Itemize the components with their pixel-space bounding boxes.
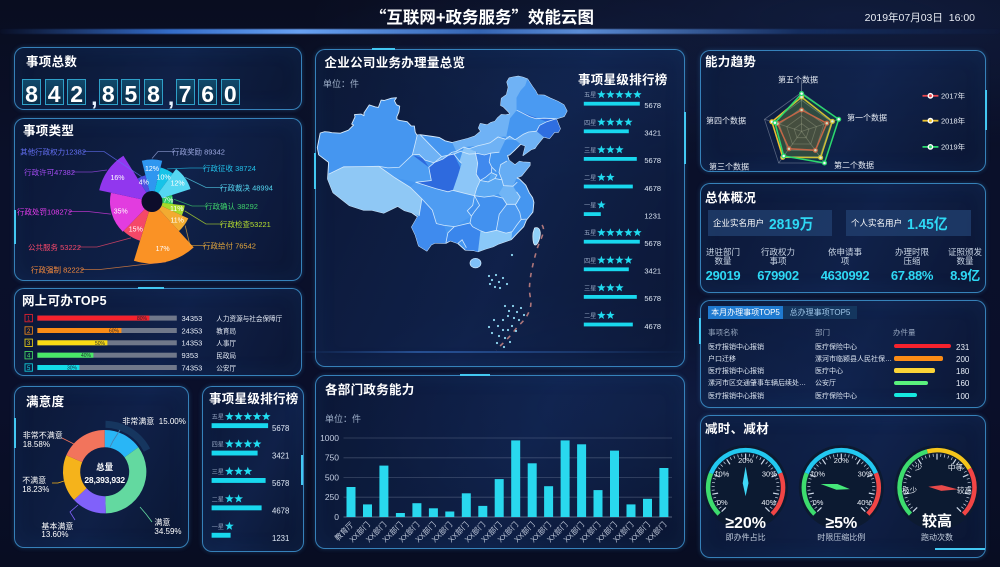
svg-text:80%: 80% — [137, 315, 148, 322]
svg-text:五星: 五星 — [584, 228, 596, 237]
svg-text:行政征收 38724: 行政征收 38724 — [203, 163, 256, 174]
svg-text:7%: 7% — [163, 195, 173, 205]
svg-text:9353: 9353 — [182, 350, 199, 361]
svg-text:0%: 0% — [813, 497, 824, 508]
svg-text:4678: 4678 — [644, 183, 661, 194]
svg-text:20%: 20% — [738, 455, 753, 466]
svg-text:12%: 12% — [145, 164, 159, 174]
svg-text:3421: 3421 — [644, 266, 661, 277]
svg-text:中等: 中等 — [948, 462, 963, 473]
svg-text:行政裁决 48994: 行政裁决 48994 — [220, 183, 273, 194]
svg-text:第四个数据: 第四个数据 — [706, 116, 746, 127]
svg-text:第二个数据: 第二个数据 — [834, 160, 874, 171]
svg-text:行政给付 76542: 行政给付 76542 — [203, 241, 256, 252]
svg-text:14353: 14353 — [182, 338, 203, 349]
svg-text:11%: 11% — [170, 216, 184, 226]
svg-text:第三个数据: 第三个数据 — [709, 162, 749, 173]
svg-text:1: 1 — [27, 313, 31, 322]
svg-text:一星: 一星 — [584, 201, 596, 210]
svg-text:10%: 10% — [810, 469, 825, 480]
svg-text:3421: 3421 — [272, 451, 289, 462]
svg-text:二星: 二星 — [584, 173, 596, 182]
svg-text:四星: 四星 — [584, 118, 596, 127]
svg-text:2017年: 2017年 — [941, 91, 966, 102]
svg-text:16%: 16% — [110, 173, 124, 183]
svg-text:5678: 5678 — [644, 238, 661, 249]
svg-text:5678: 5678 — [272, 478, 289, 489]
svg-text:人力资源与社会保障厅: 人力资源与社会保障厅 — [216, 313, 282, 323]
svg-text:2: 2 — [27, 326, 31, 335]
svg-text:公共服务 53222: 公共服务 53222 — [28, 242, 81, 253]
svg-text:行政确认 38292: 行政确认 38292 — [205, 201, 258, 212]
svg-text:一星: 一星 — [212, 522, 224, 531]
svg-text:行政奖励 89342: 行政奖励 89342 — [172, 147, 225, 158]
svg-text:500: 500 — [325, 471, 339, 483]
svg-text:行政检查53221: 行政检查53221 — [220, 219, 271, 230]
svg-text:50%: 50% — [95, 340, 106, 347]
svg-text:5678: 5678 — [644, 155, 661, 166]
svg-text:行政许可47382: 行政许可47382 — [24, 167, 75, 178]
svg-text:10%: 10% — [714, 469, 729, 480]
svg-text:60%: 60% — [109, 328, 120, 335]
svg-text:四星: 四星 — [584, 256, 596, 265]
svg-text:15%: 15% — [129, 225, 143, 235]
svg-text:40%: 40% — [857, 497, 872, 508]
svg-text:2018年: 2018年 — [941, 116, 966, 127]
svg-text:40%: 40% — [761, 497, 776, 508]
svg-text:行政强制 82222: 行政强制 82222 — [31, 265, 84, 276]
svg-text:5: 5 — [27, 363, 31, 372]
svg-text:1231: 1231 — [272, 533, 289, 544]
svg-text:30%: 30% — [858, 469, 873, 480]
svg-text:4%: 4% — [139, 178, 149, 188]
svg-text:30%: 30% — [762, 469, 777, 480]
svg-text:教育局: 教育局 — [216, 325, 236, 335]
svg-text:750: 750 — [325, 452, 339, 464]
svg-text:40%: 40% — [81, 352, 92, 359]
svg-text:24353: 24353 — [182, 325, 203, 336]
svg-text:第五个数据: 第五个数据 — [778, 75, 818, 86]
svg-text:公安厅: 公安厅 — [216, 362, 236, 372]
svg-text:3421: 3421 — [644, 128, 661, 139]
svg-text:三星: 三星 — [584, 145, 596, 154]
svg-text:4678: 4678 — [272, 505, 289, 516]
svg-text:三星: 三星 — [212, 467, 224, 476]
svg-text:二星: 二星 — [584, 311, 596, 320]
svg-text:250: 250 — [325, 491, 339, 503]
svg-text:74353: 74353 — [182, 362, 203, 373]
svg-text:11%: 11% — [170, 204, 184, 214]
svg-text:其他行政权力12382: 其他行政权力12382 — [20, 147, 86, 158]
svg-text:5678: 5678 — [644, 100, 661, 111]
svg-text:少: 少 — [915, 462, 923, 473]
svg-text:三星: 三星 — [584, 283, 596, 292]
svg-text:0%: 0% — [717, 497, 728, 508]
svg-text:30%: 30% — [67, 365, 78, 372]
svg-text:5678: 5678 — [644, 293, 661, 304]
svg-text:1231: 1231 — [644, 210, 661, 221]
svg-text:第一个数据: 第一个数据 — [847, 113, 887, 124]
svg-text:人事厅: 人事厅 — [216, 338, 236, 348]
svg-text:5678: 5678 — [272, 423, 289, 434]
svg-text:四星: 四星 — [212, 440, 224, 449]
svg-text:17%: 17% — [156, 244, 170, 254]
svg-text:10%: 10% — [157, 172, 171, 182]
svg-text:34353: 34353 — [182, 313, 203, 324]
svg-text:1000: 1000 — [320, 432, 339, 444]
svg-text:民政局: 民政局 — [216, 350, 236, 360]
svg-text:3: 3 — [27, 338, 31, 347]
svg-text:二星: 二星 — [212, 494, 224, 503]
svg-text:2019年: 2019年 — [941, 142, 966, 153]
svg-text:五星: 五星 — [212, 412, 224, 421]
svg-text:12%: 12% — [171, 179, 185, 189]
svg-text:4: 4 — [27, 351, 31, 360]
svg-text:五星: 五星 — [584, 90, 596, 99]
svg-text:较高: 较高 — [957, 485, 972, 496]
svg-text:20%: 20% — [834, 455, 849, 466]
svg-text:极少: 极少 — [902, 485, 917, 496]
svg-text:行政处罚108272: 行政处罚108272 — [17, 207, 72, 218]
svg-text:0: 0 — [334, 511, 339, 523]
svg-text:35%: 35% — [114, 207, 128, 217]
svg-text:4678: 4678 — [644, 321, 661, 332]
